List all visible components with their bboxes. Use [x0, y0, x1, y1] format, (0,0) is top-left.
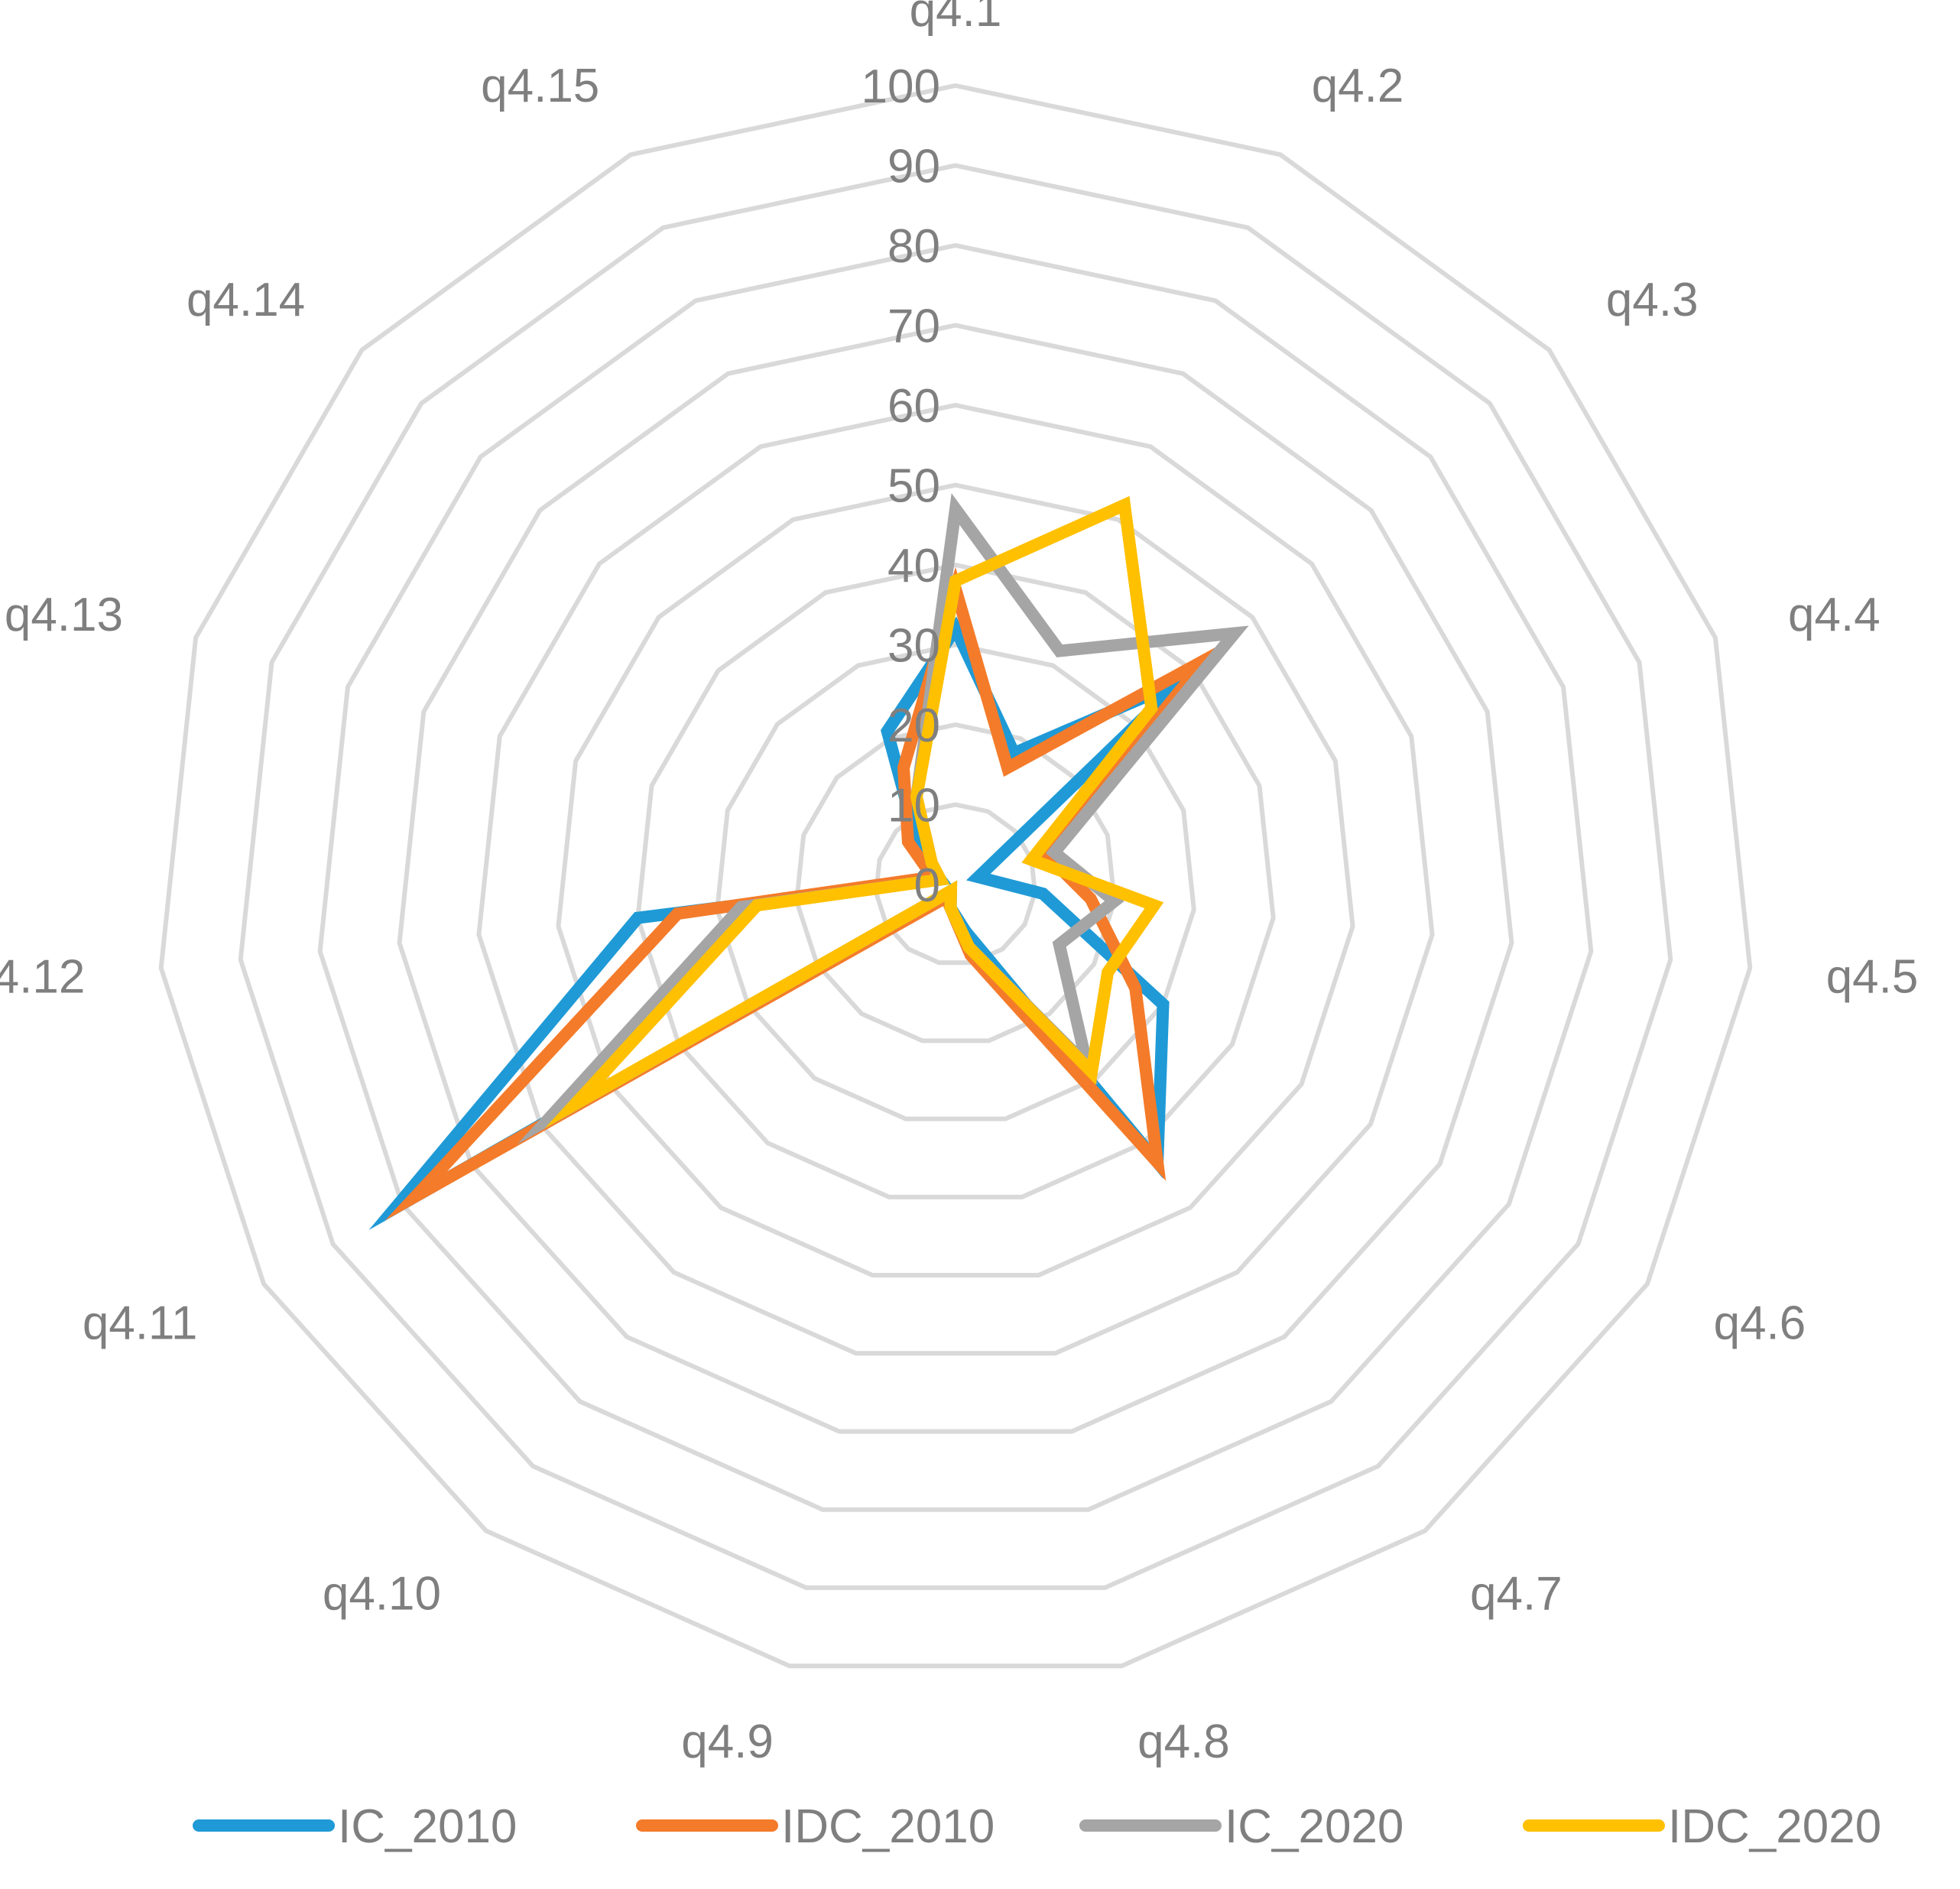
category-label: q4.2 [1312, 60, 1404, 112]
category-label: q4.14 [187, 274, 305, 326]
category-label: q4.4 [1788, 589, 1880, 641]
grid-ring-1 [874, 802, 1037, 966]
category-label: q4.15 [481, 60, 599, 112]
tick-label: 40 [888, 540, 940, 592]
category-label: q4.12 [0, 951, 85, 1004]
tick-label: 90 [888, 141, 940, 193]
tick-label: 20 [888, 699, 940, 752]
category-labels: q4.1 q4.2 q4.3 q4.4 q4.5 q4.6 q4.7 q4.8 q4.9 q4.1… [0, 0, 1918, 1768]
legend-label: IC_2020 [1225, 1800, 1403, 1853]
tick-label: 0 [914, 859, 940, 912]
tick-label: 50 [888, 460, 940, 513]
grid-ring-3 [715, 642, 1196, 1121]
legend-label: IDC_2020 [1668, 1800, 1881, 1853]
legend-label: IC_2010 [338, 1800, 517, 1853]
tick-label: 60 [888, 380, 940, 433]
category-label: q4.1 [910, 0, 1002, 37]
grid-ring-4 [635, 562, 1276, 1199]
tick-label: 10 [888, 780, 940, 833]
series-line-idc-2020 [544, 495, 1164, 1129]
series-layer [368, 493, 1249, 1231]
legend-label: IDC_2010 [781, 1800, 995, 1853]
category-label: q4.13 [5, 589, 123, 641]
category-label: q4.7 [1470, 1567, 1562, 1620]
grid-ring-10 [158, 83, 1753, 1669]
grid-ring-6 [476, 402, 1435, 1356]
grid-ring-8 [317, 242, 1594, 1512]
grid-layer [158, 83, 1753, 1669]
grid-ring-5 [556, 482, 1355, 1278]
tick-label: 70 [888, 300, 940, 353]
grid-ring-9 [238, 163, 1673, 1590]
category-label: q4.11 [83, 1297, 198, 1350]
grid-ring-7 [397, 323, 1514, 1434]
category-label: q4.3 [1606, 274, 1699, 326]
category-label: q4.9 [681, 1715, 774, 1768]
legend: IC_2010 IDC_2010 IC_2020 IDC_2020 [193, 1800, 1881, 1853]
tick-labels: 0 10 20 30 40 50 60 70 80 90 100 [862, 60, 940, 912]
tick-label: 100 [862, 60, 940, 113]
category-label: q4.5 [1826, 951, 1919, 1004]
tick-label: 80 [888, 220, 940, 273]
tick-label: 30 [888, 620, 940, 673]
category-label: q4.8 [1137, 1715, 1230, 1768]
category-label: q4.10 [323, 1567, 441, 1620]
category-label: q4.6 [1714, 1297, 1806, 1350]
